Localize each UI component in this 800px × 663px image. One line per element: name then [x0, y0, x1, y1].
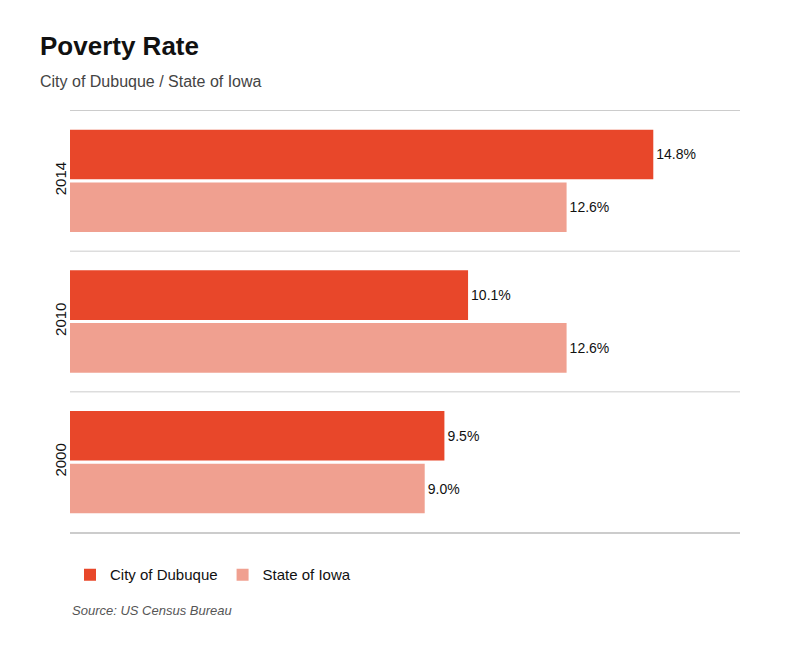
svg-text:2014: 2014 — [52, 162, 69, 195]
svg-text:State of Iowa: State of Iowa — [263, 566, 351, 583]
svg-text:City of Dubuque: City of Dubuque — [110, 566, 218, 583]
svg-text:9.0%: 9.0% — [428, 481, 460, 497]
svg-text:12.6%: 12.6% — [570, 199, 610, 215]
svg-text:Source: US Census Bureau: Source: US Census Bureau — [72, 603, 232, 618]
svg-text:12.6%: 12.6% — [570, 340, 610, 356]
svg-text:10.1%: 10.1% — [471, 287, 511, 303]
svg-text:14.8%: 14.8% — [656, 146, 696, 162]
svg-text:2000: 2000 — [52, 443, 69, 476]
svg-text:City of Dubuque / State of Iow: City of Dubuque / State of Iowa — [40, 73, 262, 90]
svg-text:Poverty Rate: Poverty Rate — [40, 31, 199, 61]
svg-text:2010: 2010 — [52, 303, 69, 336]
svg-text:9.5%: 9.5% — [447, 428, 479, 444]
